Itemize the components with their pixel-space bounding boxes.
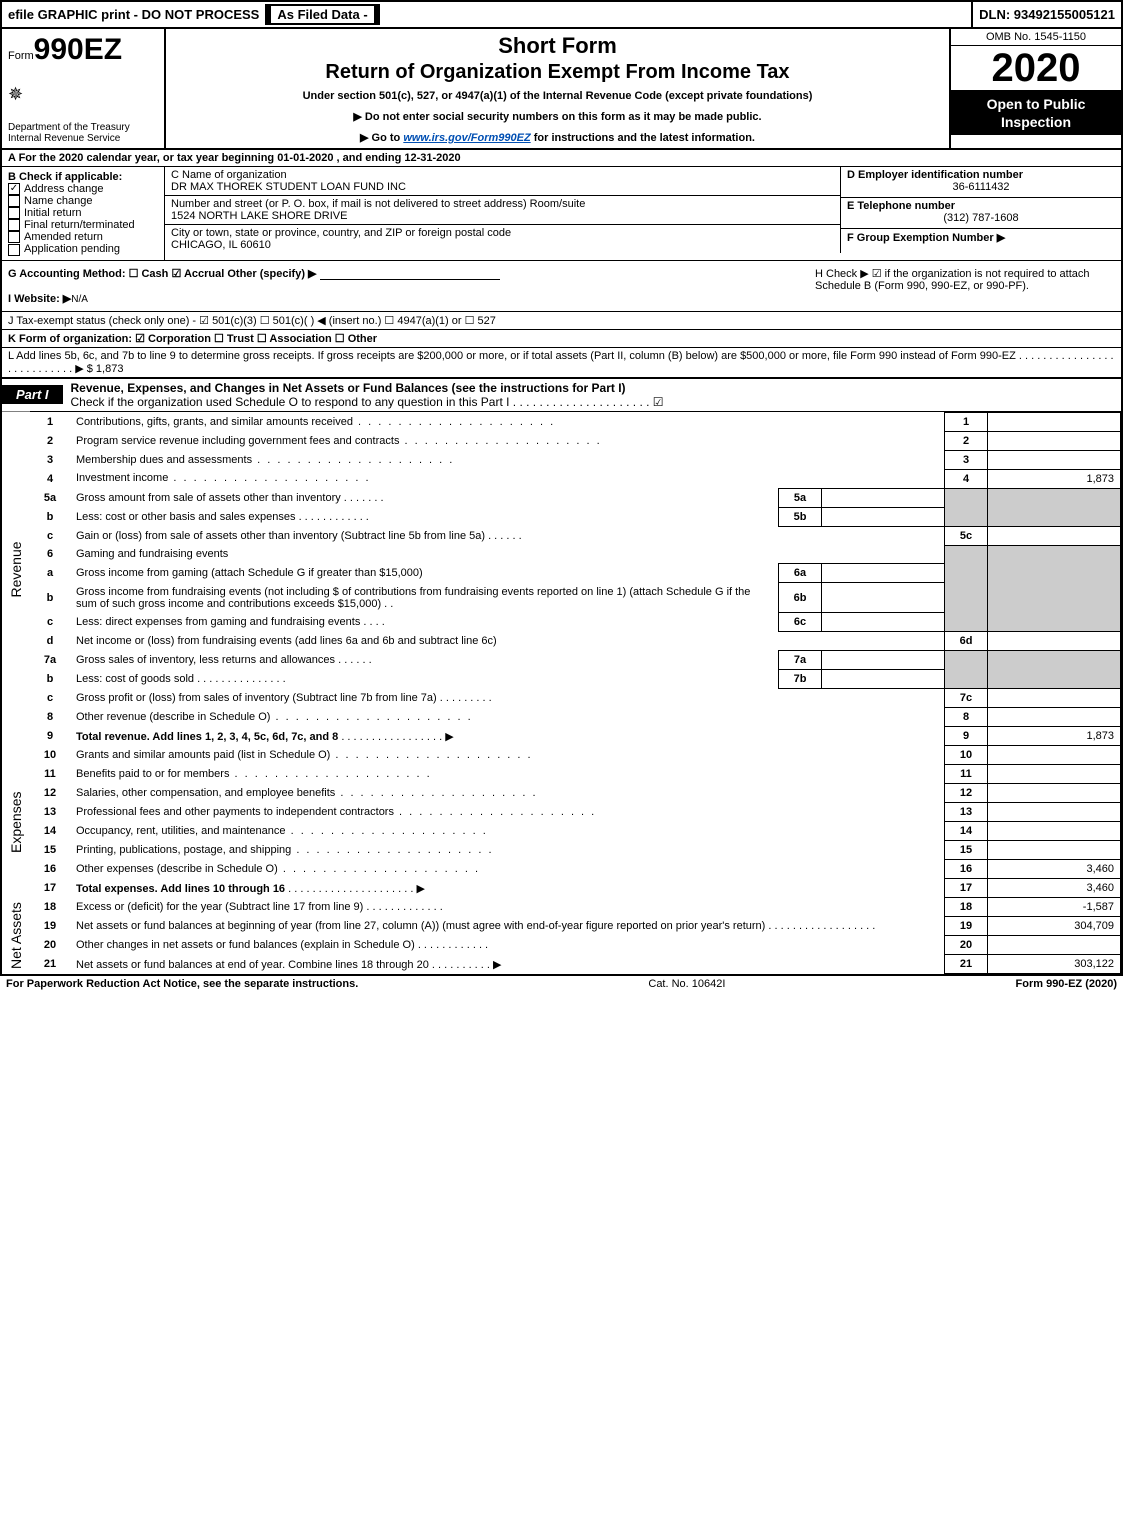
chk-amended[interactable]: [8, 231, 20, 243]
short-form-label: Short Form: [176, 33, 939, 59]
form-title: Return of Organization Exempt From Incom…: [176, 61, 939, 84]
org-name: DR MAX THOREK STUDENT LOAN FUND INC: [171, 181, 834, 193]
col-b-label: B Check if applicable:: [8, 171, 158, 183]
dept-treasury: Department of the Treasury: [8, 122, 158, 133]
irs-link[interactable]: www.irs.gov/Form990EZ: [403, 132, 530, 144]
dln-box: DLN: 93492155005121: [971, 2, 1121, 27]
footer-left: For Paperwork Reduction Act Notice, see …: [6, 978, 358, 990]
dept-irs: Internal Revenue Service: [8, 133, 158, 144]
chk-final-return[interactable]: [8, 219, 20, 231]
goto-line: ▶ Go to www.irs.gov/Form990EZ for instru…: [176, 131, 939, 144]
c-label: C Name of organization: [171, 169, 834, 181]
form-number: 990EZ: [34, 33, 122, 66]
row-h: H Check ▶ ☑ if the organization is not r…: [809, 261, 1121, 311]
form-subtitle: Under section 501(c), 527, or 4947(a)(1)…: [176, 90, 939, 102]
website-val: N/A: [71, 294, 88, 305]
row-l: L Add lines 5b, 6c, and 7b to line 9 to …: [2, 348, 1121, 378]
part1-tab: Part I: [2, 385, 63, 404]
tax-year: 2020: [951, 46, 1121, 91]
no-ssn-note: ▶ Do not enter social security numbers o…: [176, 110, 939, 123]
dln-text: DLN: 93492155005121: [979, 7, 1115, 22]
street-val: 1524 NORTH LAKE SHORE DRIVE: [171, 210, 834, 222]
open-public-badge: Open to Public Inspection: [951, 91, 1121, 135]
d-label: D Employer identification number: [847, 169, 1023, 181]
chk-app-pending[interactable]: [8, 244, 20, 256]
side-netassets: Net Assets: [2, 898, 30, 974]
row-k: K Form of organization: ☑ Corporation ☐ …: [2, 330, 1121, 348]
part1-check: Check if the organization used Schedule …: [71, 395, 664, 409]
irs-eagle-icon: ✵: [8, 84, 158, 105]
omb-number: OMB No. 1545-1150: [951, 29, 1121, 46]
chk-name-change[interactable]: [8, 195, 20, 207]
side-revenue: Revenue: [2, 412, 30, 727]
part1-title: Revenue, Expenses, and Changes in Net As…: [71, 381, 626, 395]
footer-formref: Form 990-EZ (2020): [1016, 978, 1117, 990]
side-expenses: Expenses: [2, 746, 30, 898]
street-label: Number and street (or P. O. box, if mail…: [171, 198, 834, 210]
row-i-label: I Website: ▶: [8, 293, 71, 305]
f-label: F Group Exemption Number ▶: [847, 232, 1005, 244]
row-j: J Tax-exempt status (check only one) - ☑…: [2, 312, 1121, 330]
efile-banner: efile GRAPHIC print - DO NOT PROCESS As …: [2, 2, 386, 27]
chk-initial-return[interactable]: [8, 207, 20, 219]
city-val: CHICAGO, IL 60610: [171, 239, 834, 251]
city-label: City or town, state or province, country…: [171, 227, 834, 239]
chk-address-change[interactable]: [8, 183, 20, 195]
footer-catno: Cat. No. 10642I: [358, 978, 1015, 990]
e-label: E Telephone number: [847, 200, 955, 212]
form-prefix: Form: [8, 50, 34, 62]
as-filed-label: As Filed Data -: [271, 6, 373, 23]
efile-text: efile GRAPHIC print - DO NOT PROCESS: [8, 7, 259, 22]
row-g: G Accounting Method: ☐ Cash ☑ Accrual Ot…: [8, 267, 803, 280]
line-a: A For the 2020 calendar year, or tax yea…: [2, 150, 1121, 167]
phone-val: (312) 787-1608: [847, 212, 1115, 224]
ein-val: 36-6111432: [847, 181, 1115, 193]
